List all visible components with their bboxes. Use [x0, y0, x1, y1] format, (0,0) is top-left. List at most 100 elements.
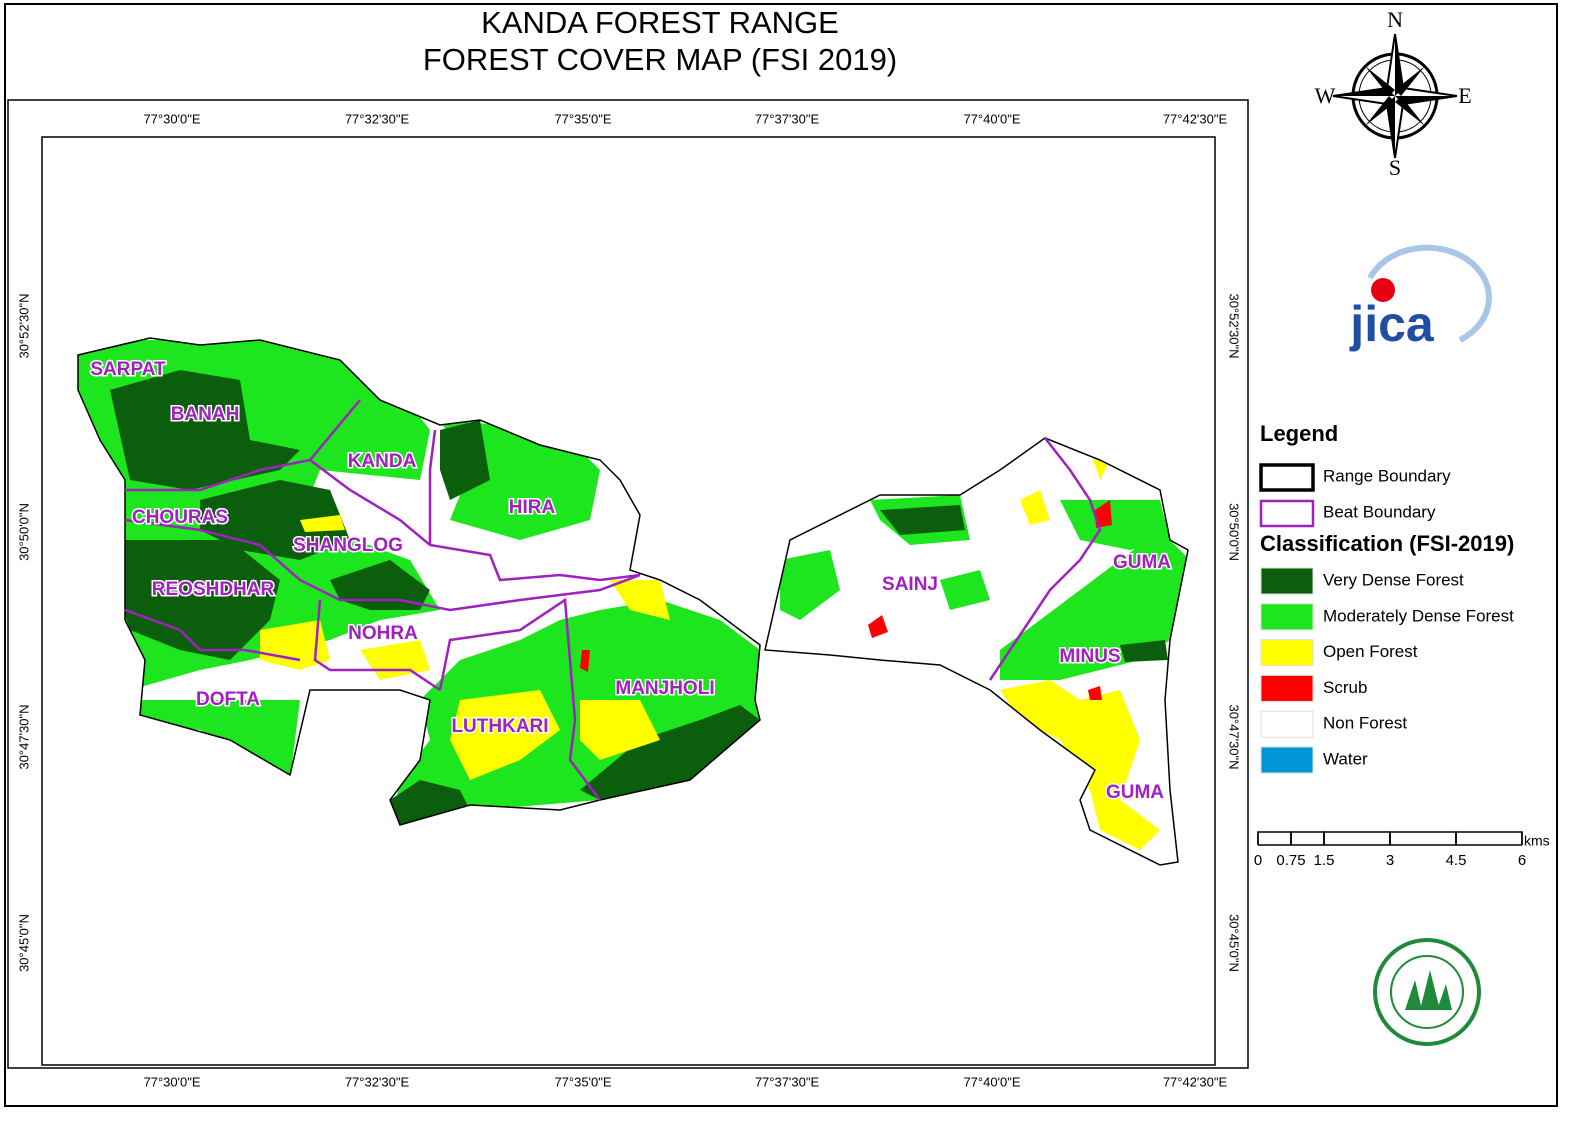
beat-label: GUMA [1106, 782, 1164, 803]
lon-label: 77°42'30"E [1163, 1074, 1228, 1089]
legend-title: Legend [1260, 421, 1338, 446]
cover-patch [940, 570, 990, 610]
legend-swatch [1260, 603, 1314, 631]
beat-label: MINUS [1059, 646, 1120, 667]
legend-label: Scrub [1323, 678, 1367, 697]
lat-label: 30°52'30"N [16, 293, 31, 358]
lon-label: 77°42'30"E [1163, 111, 1228, 126]
scale-segment [1290, 831, 1325, 845]
cover-patch [1120, 640, 1168, 662]
scale-label: 3 [1386, 852, 1394, 869]
emblem-trees [1405, 970, 1452, 1010]
cover-patch [610, 580, 670, 620]
legend-swatch [1260, 710, 1314, 738]
scale-bar: 0 0.75 1.5 3 4.5 6 kms [1254, 831, 1550, 869]
compass-s: S [1389, 155, 1401, 180]
beat-line [124, 518, 641, 612]
cover-patch [260, 620, 330, 670]
lon-label: 77°37'30"E [755, 111, 820, 126]
compass-n: N [1387, 7, 1403, 32]
beat-line [313, 599, 441, 692]
cover-patch [1088, 686, 1102, 700]
cover-patch [580, 650, 590, 672]
beat-line [124, 608, 301, 662]
lon-label: 77°37'30"E [755, 1074, 820, 1089]
beat-line [125, 399, 361, 492]
beat-label: CHOURAS [132, 507, 228, 528]
legend-label: Very Dense Forest [1323, 570, 1464, 589]
title-line: KANDA FOREST RANGE [481, 5, 839, 40]
cover-patch [450, 690, 560, 780]
beat-line [438, 597, 601, 801]
beat-label: REOSHDHAR [152, 579, 275, 600]
legend-label: Range Boundary [1323, 466, 1451, 485]
title-line: FOREST COVER MAP (FSI 2019) [423, 42, 897, 77]
lat-label: 30°50'0"N [16, 503, 31, 561]
graticule: 77°30'0"E 77°30'0"E 77°32'30"E 77°32'30"E 77… [16, 111, 1241, 1089]
compass-star-shade [1333, 34, 1457, 158]
compass-w: W [1315, 83, 1336, 108]
lon-label: 77°35'0"E [554, 111, 611, 126]
lat-label: 30°45'0"N [16, 914, 31, 972]
lat-label: 30°52'30"N [1227, 293, 1242, 358]
cover-patch [1060, 500, 1170, 550]
beat-boundaries [124, 399, 1102, 801]
lon-label: 77°30'0"E [143, 111, 200, 126]
legend-label: Moderately Dense Forest [1323, 606, 1514, 625]
scale-label: 1.5 [1314, 852, 1335, 869]
compass-e: E [1458, 83, 1471, 108]
page-border [4, 3, 1558, 1107]
beat-label: SARPAT [90, 359, 166, 380]
scale-segment [1389, 831, 1457, 845]
cover-patch [780, 550, 840, 620]
scale-label: 4.5 [1446, 852, 1467, 869]
cover-patch [330, 560, 430, 610]
cover-patch [440, 420, 490, 500]
scale-segment [1257, 831, 1292, 845]
lon-label: 77°35'0"E [554, 1074, 611, 1089]
beat-labels: SARPAT BANAH KANDA HIRA CHOURAS SHANGLOG REOSH… [89, 358, 1173, 805]
scale-label: 0 [1254, 852, 1262, 869]
jica-logo: jica [1349, 244, 1492, 352]
logo-text: jica [1349, 296, 1435, 352]
legend-label: Water [1323, 749, 1368, 768]
range-boundary [764, 437, 1189, 866]
cover-patch [300, 515, 345, 532]
beat-label: NOHRA [348, 623, 418, 644]
lon-label: 77°32'30"E [345, 1074, 410, 1089]
scale-segment [1455, 831, 1523, 845]
legend-label: Open Forest [1323, 642, 1418, 661]
legend-swatch [1259, 463, 1315, 492]
scale-unit: kms [1524, 833, 1550, 849]
lat-label: 30°45'0"N [1227, 914, 1242, 972]
logo-arc [1367, 244, 1492, 343]
beat-label: GUMA [1113, 552, 1171, 573]
legend-swatch [1259, 499, 1315, 528]
cover-patch [110, 370, 300, 490]
cover-patch [390, 780, 470, 825]
lat-label: 30°50'0"N [1227, 503, 1242, 561]
classification-title: Classification (FSI-2019) [1260, 531, 1514, 556]
beat-label: SHANGLOG [293, 535, 403, 556]
lon-label: 77°40'0"E [963, 111, 1020, 126]
compass: N E S W [1315, 7, 1472, 180]
legend-swatch [1260, 567, 1314, 595]
beat-label: HIRA [509, 497, 556, 518]
beat-label: KANDA [348, 451, 417, 472]
legend-swatch [1260, 639, 1314, 667]
beat-label: DOFTA [196, 689, 260, 710]
cover-patch [1095, 500, 1112, 528]
legend-label: Beat Boundary [1323, 502, 1436, 521]
legend-label: Non Forest [1323, 714, 1407, 733]
lon-label: 77°40'0"E [963, 1074, 1020, 1089]
cover-patch [1020, 490, 1050, 525]
beat-line [309, 459, 641, 582]
legend-swatch [1260, 674, 1314, 702]
legend-swatch [1260, 746, 1314, 774]
lat-label: 30°47'30"N [16, 704, 31, 769]
beat-label: MANJHOLI [615, 678, 714, 699]
forest-dept-emblem [1373, 938, 1481, 1046]
beat-line [428, 429, 437, 545]
legend: Legend Classification (FSI-2019) Range B… [1259, 421, 1514, 774]
